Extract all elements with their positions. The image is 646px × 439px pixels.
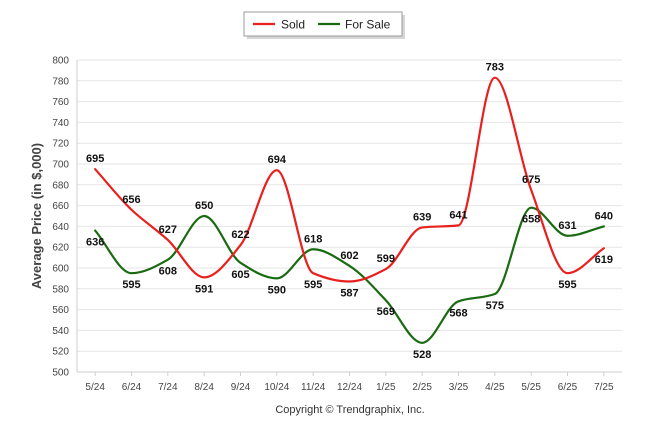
y-tick-label: 600	[52, 264, 69, 275]
data-label-for-sale: 568	[449, 307, 467, 319]
data-label-for-sale: 650	[195, 200, 213, 212]
data-label-for-sale: 618	[304, 233, 322, 245]
x-tick-label: 3/25	[449, 382, 469, 393]
x-tick-label: 5/24	[85, 382, 105, 393]
data-label-sold: 595	[304, 279, 322, 291]
series-line-sold	[94, 76, 605, 283]
x-tick-label: 12/24	[337, 382, 362, 393]
y-tick-label: 720	[52, 139, 69, 150]
data-label-sold: 619	[595, 254, 613, 266]
data-label-sold: 599	[377, 253, 395, 265]
data-label-for-sale: 636	[86, 237, 104, 249]
y-tick-label: 740	[52, 118, 69, 129]
x-tick-labels: 5/24 6/24 7/24 8/24 9/24 10/24 11/24 12/24 1/25 2…	[85, 372, 614, 393]
data-label-sold: 639	[413, 211, 431, 223]
data-label-for-sale: 631	[558, 220, 576, 232]
x-tick-label: 4/25	[485, 382, 505, 393]
y-tick-label: 500	[52, 368, 69, 379]
data-label-for-sale: 602	[340, 250, 358, 262]
x-tick-label: 1/25	[376, 382, 396, 393]
data-label-sold: 622	[231, 229, 249, 241]
data-label-sold: 695	[86, 153, 104, 165]
data-label-for-sale: 605	[231, 269, 249, 281]
data-label-sold: 641	[449, 209, 467, 221]
data-label-for-sale: 569	[377, 306, 395, 318]
series-lines	[94, 76, 605, 344]
x-tick-label: 7/25	[594, 382, 614, 393]
data-label-for-sale: 658	[522, 214, 540, 226]
x-tick-label: 11/24	[301, 382, 326, 393]
data-label-sold: 694	[268, 154, 287, 166]
x-tick-label: 5/25	[521, 382, 541, 393]
data-label-sold: 627	[159, 224, 177, 236]
data-label-for-sale: 640	[595, 210, 613, 222]
data-label-sold: 656	[122, 194, 140, 206]
data-labels: 695 656 627 591 622 694 595 587 599 639 641 783 675 5…	[86, 62, 613, 361]
legend-label-for-sale: For Sale	[345, 18, 391, 32]
data-label-for-sale: 575	[486, 300, 504, 312]
data-label-for-sale: 590	[268, 284, 286, 296]
y-tick-label: 780	[52, 76, 69, 87]
data-label-sold: 675	[522, 174, 540, 186]
y-tick-label: 660	[52, 201, 69, 212]
data-label-for-sale: 528	[413, 349, 431, 361]
data-label-sold: 783	[486, 62, 504, 74]
x-tick-label: 7/24	[158, 382, 178, 393]
y-tick-label: 580	[52, 284, 69, 295]
y-tick-label: 680	[52, 180, 69, 191]
y-tick-label: 640	[52, 222, 69, 233]
y-tick-labels: 500 520 540 560 580 600 620 640 660 680 700 720 740 7…	[52, 56, 69, 379]
x-tick-label: 2/25	[412, 382, 432, 393]
data-label-sold: 595	[558, 279, 576, 291]
y-tick-label: 560	[52, 305, 69, 316]
x-tick-label: 6/24	[122, 382, 142, 393]
y-tick-label: 760	[52, 97, 69, 108]
y-tick-label: 540	[52, 326, 69, 337]
legend-label-sold: Sold	[281, 18, 305, 32]
series-line-for-sale	[94, 206, 605, 344]
x-tick-label: 6/25	[558, 382, 578, 393]
data-label-sold: 587	[340, 288, 358, 300]
y-tick-label: 700	[52, 160, 69, 171]
y-axis-label: Average Price (in $,000)	[29, 143, 44, 289]
legend: Sold For Sale	[243, 11, 405, 39]
y-tick-label: 620	[52, 243, 69, 254]
x-tick-label: 10/24	[264, 382, 289, 393]
data-label-for-sale: 608	[159, 266, 177, 278]
copyright-footer: Copyright © Trendgraphix, Inc.	[275, 404, 424, 416]
grid-lines	[77, 59, 622, 352]
x-tick-label: 9/24	[231, 382, 251, 393]
data-label-sold: 591	[195, 283, 213, 295]
y-tick-label: 800	[52, 56, 69, 67]
x-tick-label: 8/24	[194, 382, 214, 393]
y-tick-label: 520	[52, 347, 69, 358]
data-label-for-sale: 595	[122, 279, 140, 291]
